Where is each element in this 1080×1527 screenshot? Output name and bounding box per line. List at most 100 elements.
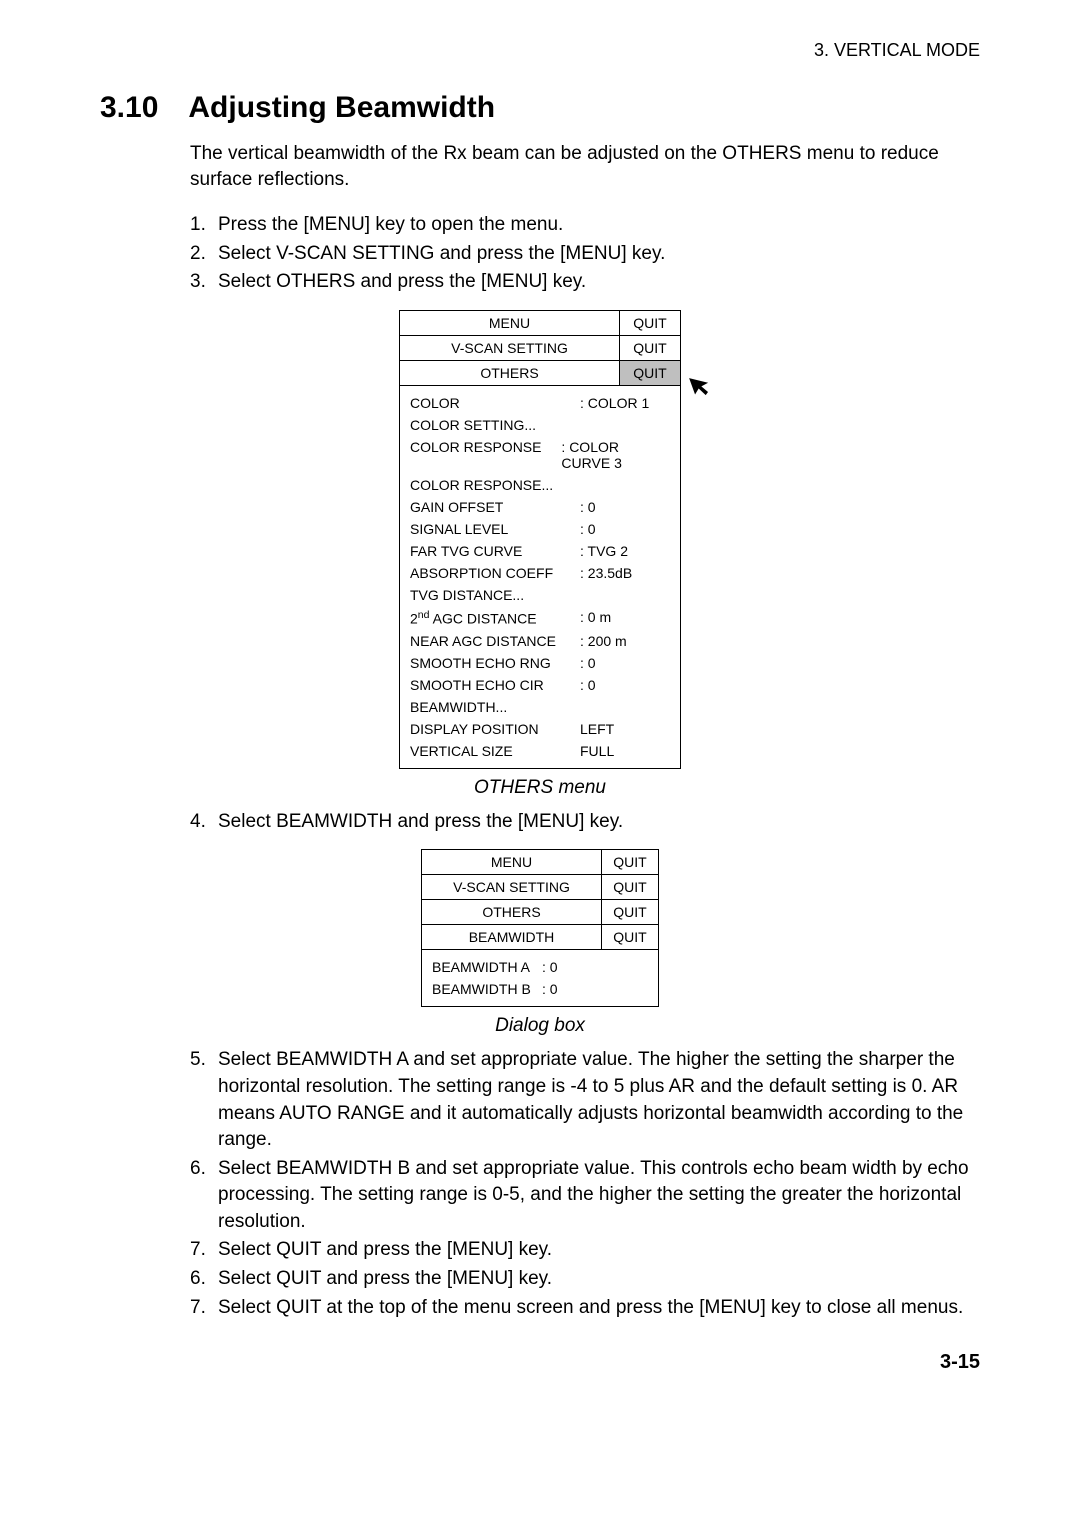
menu-item-key: DISPLAY POSITION <box>410 721 580 737</box>
step-number: 6. <box>190 1156 218 1236</box>
others-menu: MENUQUITV-SCAN SETTINGQUITOTHERSQUITCOLO… <box>399 310 681 769</box>
menu-item-key: BEAMWIDTH A <box>432 959 542 975</box>
beamwidth-menu-caption: Dialog box <box>100 1015 980 1037</box>
menu-item-value: : 0 m <box>580 609 611 627</box>
menu-item-key: GAIN OFFSET <box>410 499 580 515</box>
menu-item-key: FAR TVG CURVE <box>410 543 580 559</box>
menu-item-value: : COLOR CURVE 3 <box>561 439 670 471</box>
menu-item[interactable]: SMOOTH ECHO RNG: 0 <box>410 652 670 674</box>
menu-item[interactable]: SIGNAL LEVEL: 0 <box>410 518 670 540</box>
menu-item[interactable]: COLOR: COLOR 1 <box>410 392 670 414</box>
menu-header-row: OTHERSQUIT <box>422 900 658 925</box>
menu-quit-button[interactable]: QUIT <box>602 900 658 924</box>
menu-item-value: : COLOR 1 <box>580 395 649 411</box>
menu-item-key: NEAR AGC DISTANCE <box>410 633 580 649</box>
menu-item-key: COLOR RESPONSE... <box>410 477 580 493</box>
menu-item-value: : 0 <box>580 499 596 515</box>
step-item: 6.Select BEAMWIDTH B and set appropriate… <box>190 1156 980 1236</box>
menu-item-key: SMOOTH ECHO RNG <box>410 655 580 671</box>
menu-item[interactable]: COLOR SETTING... <box>410 414 670 436</box>
step-number: 6. <box>190 1266 218 1293</box>
step-number: 4. <box>190 809 218 836</box>
menu-body: COLOR: COLOR 1COLOR SETTING...COLOR RESP… <box>400 386 680 768</box>
step-item: 7.Select QUIT and press the [MENU] key. <box>190 1237 980 1264</box>
step-number: 1. <box>190 212 218 239</box>
menu-item-key: COLOR <box>410 395 580 411</box>
step-text: Select QUIT and press the [MENU] key. <box>218 1266 552 1293</box>
menu-item[interactable]: COLOR RESPONSE: COLOR CURVE 3 <box>410 436 670 474</box>
others-menu-caption: OTHERS menu <box>100 777 980 799</box>
menu-header-row: MENUQUIT <box>422 850 658 875</box>
menu-header-label: V-SCAN SETTING <box>400 336 620 360</box>
menu-quit-button[interactable]: QUIT <box>620 361 680 385</box>
menu-item-value: : 23.5dB <box>580 565 632 581</box>
menu-item[interactable]: SMOOTH ECHO CIR: 0 <box>410 674 670 696</box>
menu-item-key: VERTICAL SIZE <box>410 743 580 759</box>
menu-item-key: TVG DISTANCE... <box>410 587 580 603</box>
steps-list-c: 5.Select BEAMWIDTH A and set appropriate… <box>190 1047 980 1321</box>
menu-item-value: : 0 <box>542 959 558 975</box>
page-number: 3-15 <box>100 1351 980 1374</box>
menu-item-key: SMOOTH ECHO CIR <box>410 677 580 693</box>
step-item: 1.Press the [MENU] key to open the menu. <box>190 212 980 239</box>
menu-item-key: COLOR RESPONSE <box>410 439 561 471</box>
step-item: 3.Select OTHERS and press the [MENU] key… <box>190 269 980 296</box>
menu-quit-button[interactable]: QUIT <box>620 311 680 335</box>
step-number: 7. <box>190 1295 218 1322</box>
step-text: Select OTHERS and press the [MENU] key. <box>218 269 586 296</box>
menu-header-row: V-SCAN SETTINGQUIT <box>422 875 658 900</box>
cursor-icon <box>689 372 715 398</box>
menu-item[interactable]: VERTICAL SIZE FULL <box>410 740 670 762</box>
step-number: 7. <box>190 1237 218 1264</box>
menu-item-key: 2nd AGC DISTANCE <box>410 609 580 627</box>
menu-item[interactable]: FAR TVG CURVE: TVG 2 <box>410 540 670 562</box>
step-number: 2. <box>190 241 218 268</box>
menu-item[interactable]: 2nd AGC DISTANCE: 0 m <box>410 606 670 630</box>
menu-header-label: BEAMWIDTH <box>422 925 602 949</box>
menu-item[interactable]: ABSORPTION COEFF: 23.5dB <box>410 562 670 584</box>
menu-header-label: OTHERS <box>422 900 602 924</box>
menu-header-label: MENU <box>422 850 602 874</box>
menu-item[interactable]: BEAMWIDTH A: 0 <box>432 956 648 978</box>
section-title: 3.10 Adjusting Beamwidth <box>100 91 980 125</box>
menu-quit-button[interactable]: QUIT <box>602 925 658 949</box>
menu-item-value: : 0 <box>580 521 596 537</box>
menu-item-key: BEAMWIDTH B <box>432 981 542 997</box>
menu-item[interactable]: GAIN OFFSET: 0 <box>410 496 670 518</box>
menu-item-value: : 0 <box>580 655 596 671</box>
menu-item-key: SIGNAL LEVEL <box>410 521 580 537</box>
menu-item[interactable]: BEAMWIDTH B: 0 <box>432 978 648 1000</box>
menu-header-label: OTHERS <box>400 361 620 385</box>
section-heading: Adjusting Beamwidth <box>188 91 495 125</box>
menu-header-label: V-SCAN SETTING <box>422 875 602 899</box>
step-item: 5.Select BEAMWIDTH A and set appropriate… <box>190 1047 980 1153</box>
menu-item[interactable]: COLOR RESPONSE... <box>410 474 670 496</box>
menu-quit-button[interactable]: QUIT <box>602 850 658 874</box>
others-menu-wrap: MENUQUITV-SCAN SETTINGQUITOTHERSQUITCOLO… <box>100 310 980 769</box>
menu-quit-button[interactable]: QUIT <box>620 336 680 360</box>
step-text: Select QUIT and press the [MENU] key. <box>218 1237 552 1264</box>
menu-body: BEAMWIDTH A: 0BEAMWIDTH B: 0 <box>422 950 658 1006</box>
menu-item-value: FULL <box>580 743 614 759</box>
menu-item[interactable]: NEAR AGC DISTANCE: 200 m <box>410 630 670 652</box>
menu-header-row: MENUQUIT <box>400 311 680 336</box>
step-number: 5. <box>190 1047 218 1153</box>
menu-item[interactable]: BEAMWIDTH... <box>410 696 670 718</box>
intro-paragraph: The vertical beamwidth of the Rx beam ca… <box>190 141 980 192</box>
step-text: Select V-SCAN SETTING and press the [MEN… <box>218 241 665 268</box>
menu-item[interactable]: TVG DISTANCE... <box>410 584 670 606</box>
step-text: Select BEAMWIDTH B and set appropriate v… <box>218 1156 980 1236</box>
menu-item[interactable]: DISPLAY POSITION LEFT <box>410 718 670 740</box>
step-text: Select BEAMWIDTH and press the [MENU] ke… <box>218 809 623 836</box>
step-item: 7.Select QUIT at the top of the menu scr… <box>190 1295 980 1322</box>
steps-list-b: 4.Select BEAMWIDTH and press the [MENU] … <box>190 809 980 836</box>
step-item: 6.Select QUIT and press the [MENU] key. <box>190 1266 980 1293</box>
menu-header-row: OTHERSQUIT <box>400 361 680 386</box>
step-number: 3. <box>190 269 218 296</box>
menu-quit-button[interactable]: QUIT <box>602 875 658 899</box>
menu-item-key: BEAMWIDTH... <box>410 699 580 715</box>
step-text: Press the [MENU] key to open the menu. <box>218 212 563 239</box>
menu-item-value: : 200 m <box>580 633 627 649</box>
menu-header-row: V-SCAN SETTINGQUIT <box>400 336 680 361</box>
menu-item-value: : 0 <box>580 677 596 693</box>
